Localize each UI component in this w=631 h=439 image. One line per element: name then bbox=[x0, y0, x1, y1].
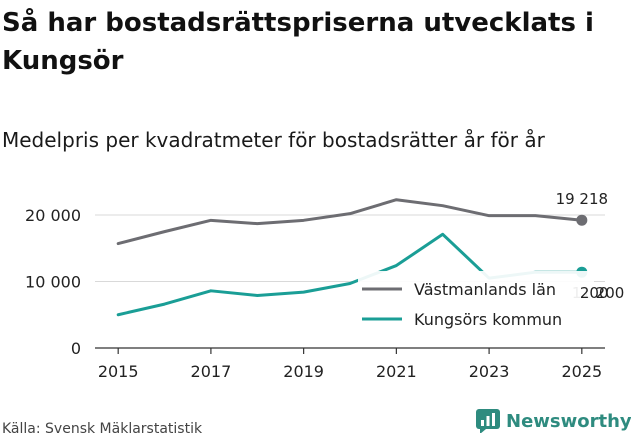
series-endpoint-0 bbox=[576, 214, 588, 226]
newsworthy-logo-icon bbox=[476, 409, 500, 433]
chart-subtitle: Medelpris per kvadratmeter för bostadsrä… bbox=[2, 128, 545, 152]
x-tick-label: 2019 bbox=[283, 362, 324, 381]
y-tick-label: 20 000 bbox=[25, 206, 81, 225]
x-tick-label: 2021 bbox=[376, 362, 417, 381]
x-tick-label: 2023 bbox=[469, 362, 510, 381]
legend: Västmanlands län Kungsörs kommun bbox=[358, 271, 594, 337]
brand-name: Newsworthy bbox=[506, 410, 631, 432]
x-tick-label: 2017 bbox=[191, 362, 232, 381]
y-tick-label: 10 000 bbox=[25, 273, 81, 292]
legend-background bbox=[358, 271, 594, 337]
end-label-vastmanlands-lan: 19 218 bbox=[556, 190, 609, 208]
y-tick-label: 0 bbox=[71, 339, 81, 358]
x-tick-label: 2015 bbox=[98, 362, 139, 381]
x-axis: 2015 2017 2019 2021 2023 2025 bbox=[95, 347, 605, 381]
legend-label-1: Kungsörs kommun bbox=[414, 310, 562, 329]
x-tick-label: 2025 bbox=[561, 362, 602, 381]
chart-title: Så har bostadsrättspriserna utvecklats i… bbox=[2, 8, 594, 76]
brand-logo[interactable]: Newsworthy bbox=[476, 407, 631, 435]
end-label-kungsors-kommun-visible: 200 bbox=[580, 284, 609, 302]
legend-label-0: Västmanlands län bbox=[414, 280, 556, 299]
series-line-vastmanlands-lan bbox=[116, 198, 584, 246]
source-note: Källa: Svensk Mäklarstatistik bbox=[2, 421, 203, 437]
